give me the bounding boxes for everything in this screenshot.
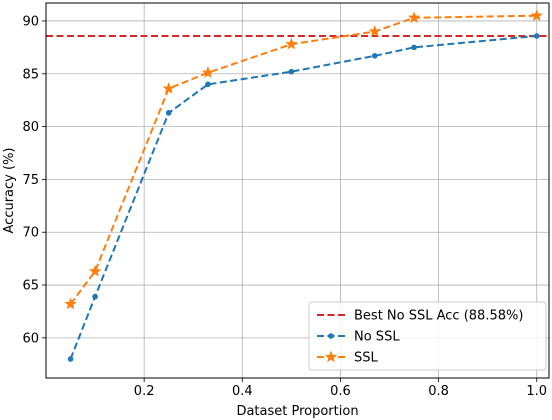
legend-item-ssl: SSL [317, 351, 379, 366]
x-axis-ticks: 0.2 0.4 0.6 0.8 1.0 [134, 378, 547, 399]
series-no-ssl [67, 33, 540, 362]
data-point-no-ssl [533, 33, 540, 39]
data-point-ssl [88, 264, 102, 277]
data-point-ssl [201, 66, 215, 78]
data-point-no-ssl [288, 68, 295, 75]
x-axis-title: Dataset Proportion [236, 404, 358, 419]
x-tick-label: 0.2 [134, 384, 155, 399]
data-point-ssl [530, 9, 543, 21]
data-point-ssl [407, 11, 421, 23]
data-point-no-ssl [67, 356, 74, 362]
y-tick-label: 90 [22, 14, 39, 29]
legend-circle-marker [328, 333, 334, 339]
series-line-ssl [69, 14, 537, 305]
legend-star-marker [324, 350, 338, 363]
x-tick-label: 0.4 [232, 384, 253, 399]
data-point-no-ssl [165, 110, 172, 116]
data-point-no-ssl [205, 81, 211, 88]
x-tick-label: 0.6 [330, 384, 351, 399]
legend-label: No SSL [354, 330, 400, 345]
legend-item-best-no-ssl-acc-88-58: Best No SSL Acc (88.58%) [317, 309, 523, 324]
series-ssl [64, 9, 543, 310]
legend-box [308, 301, 547, 371]
y-tick-label: 60 [22, 331, 39, 346]
y-tick-label: 65 [22, 279, 39, 294]
x-tick-label: 1.0 [526, 384, 547, 399]
data-point-ssl [368, 25, 381, 37]
legend-label: SSL [354, 351, 379, 366]
y-axis-title: Accuracy (%) [2, 148, 17, 234]
y-axis-ticks: 60 65 70 75 80 85 90 [22, 14, 46, 346]
data-point-no-ssl [92, 293, 98, 300]
data-point-ssl [162, 82, 175, 94]
grid [46, 3, 549, 378]
x-tick-label: 0.8 [428, 384, 449, 399]
legend-item-no-ssl: No SSL [317, 330, 400, 345]
y-tick-label: 70 [22, 226, 39, 241]
data-point-no-ssl [411, 44, 417, 51]
legend-label: Best No SSL Acc (88.58%) [354, 309, 523, 324]
data-point-no-ssl [371, 53, 378, 59]
plot-frame [45, 2, 550, 379]
y-tick-label: 85 [22, 67, 39, 82]
series-layer [64, 9, 543, 362]
legend: Best No SSL Acc (88.58%) No SSL SSL [308, 301, 547, 371]
series-line-no-ssl [69, 34, 537, 360]
y-tick-label: 75 [22, 173, 39, 188]
data-point-ssl [64, 297, 77, 310]
y-tick-label: 80 [22, 120, 39, 135]
data-point-ssl [285, 37, 298, 50]
